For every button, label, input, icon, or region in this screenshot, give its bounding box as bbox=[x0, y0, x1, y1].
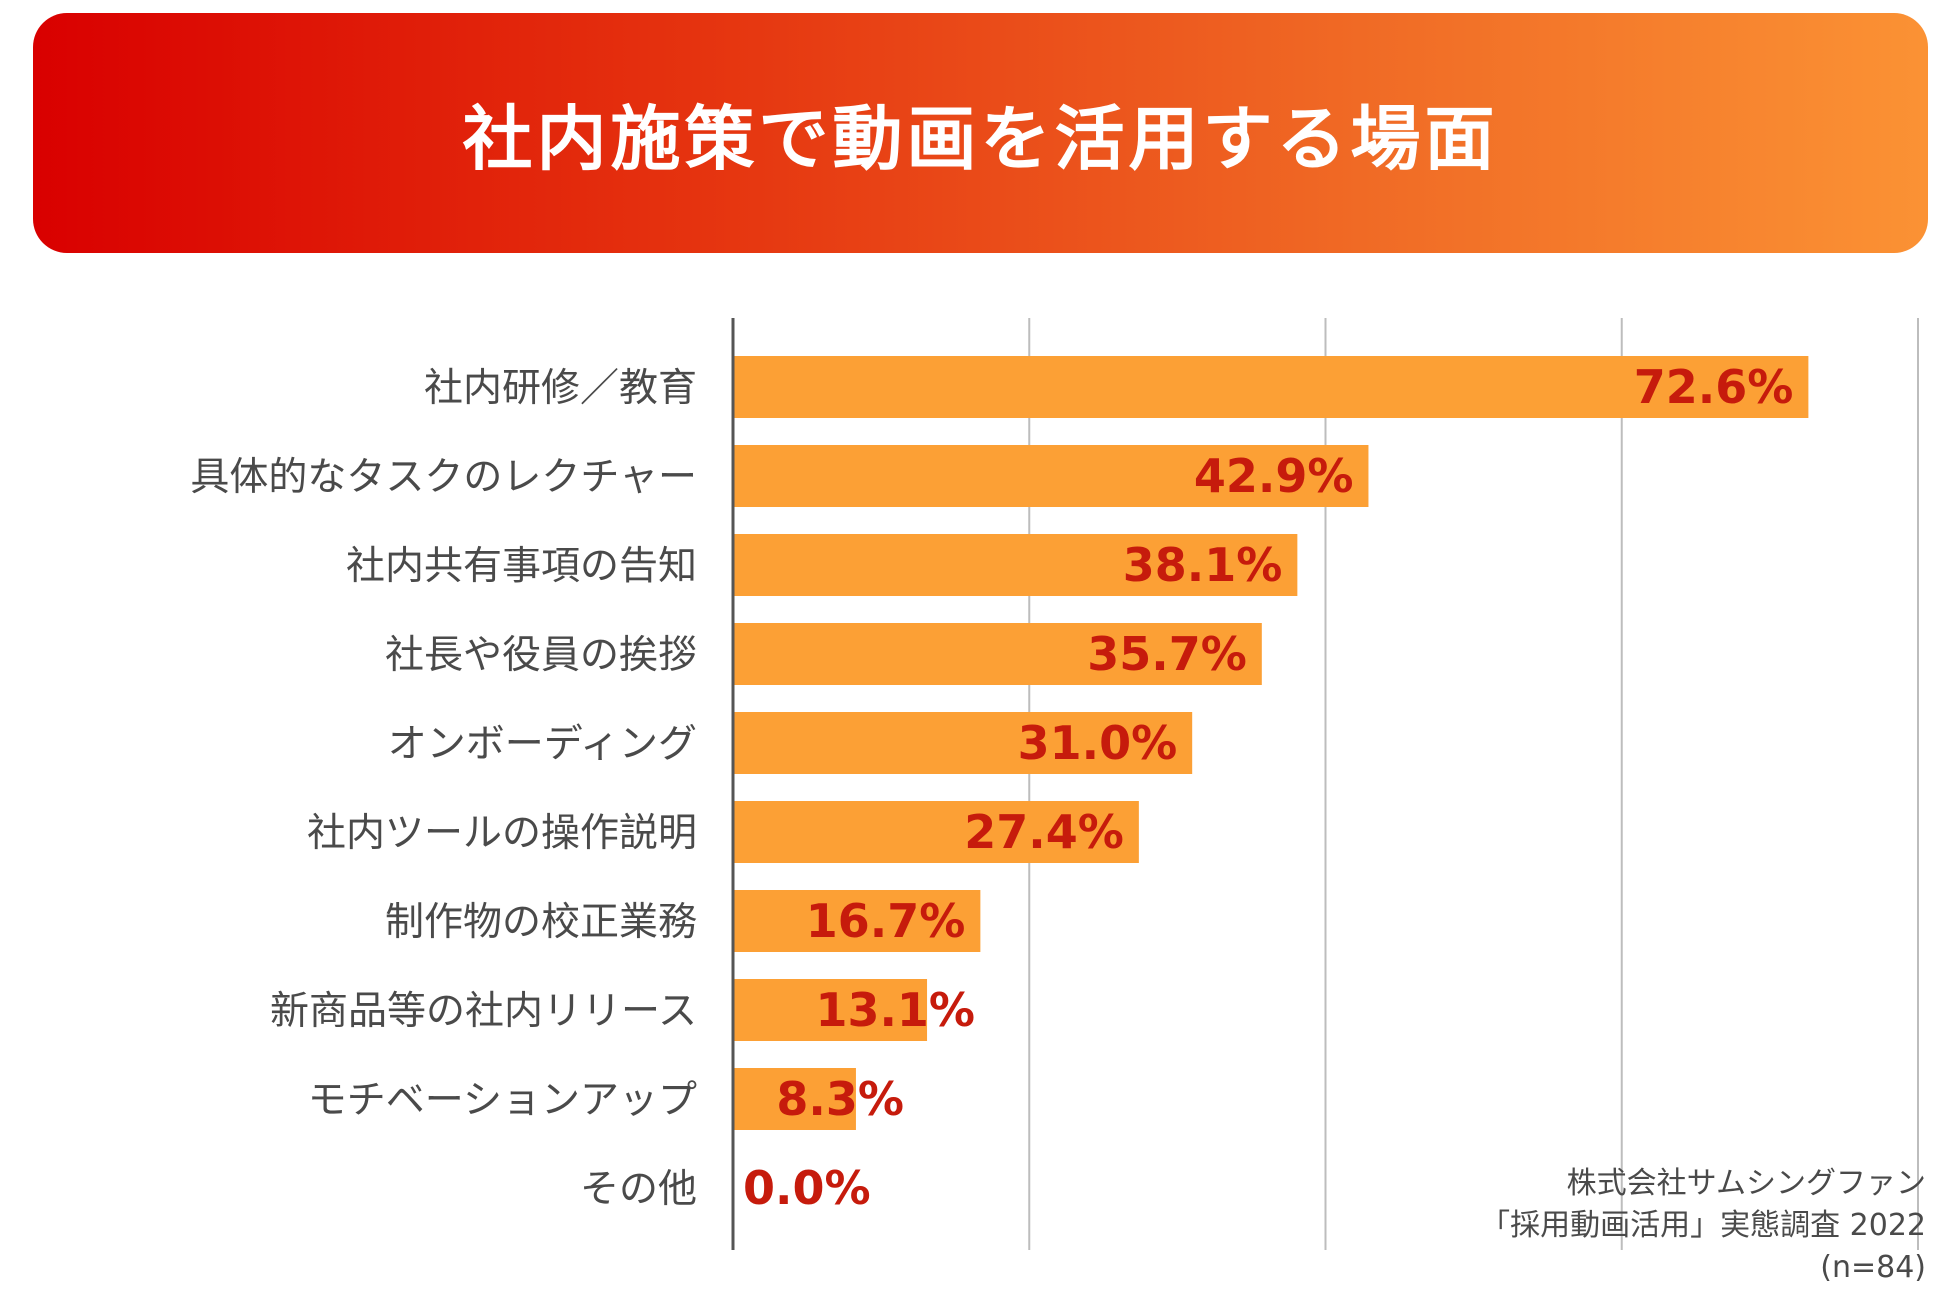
category-label-5: 社内ツールの操作説明 bbox=[307, 811, 697, 856]
bar-4 bbox=[733, 712, 1193, 774]
value-label-5: 27.4% bbox=[964, 805, 1124, 859]
bar-6 bbox=[733, 890, 981, 952]
category-label-7: 新商品等の社内リリース bbox=[270, 989, 697, 1034]
value-label-8: 8.3% bbox=[776, 1072, 904, 1126]
value-label-7: 13.1% bbox=[815, 983, 975, 1037]
value-label-4: 31.0% bbox=[1018, 716, 1178, 770]
value-label-1: 42.9% bbox=[1194, 449, 1354, 503]
value-label-9: 0.0% bbox=[743, 1161, 871, 1215]
source-note: 株式会社サムシングファン 「採用動画活用」実態調査 2022 (n=84) bbox=[1480, 1163, 1926, 1289]
chart-title: 社内施策で動画を活用する場面 bbox=[462, 97, 1499, 180]
bar-2 bbox=[733, 534, 1298, 596]
category-label-4: オンボーディング bbox=[388, 722, 697, 767]
category-label-1: 具体的なタスクのレクチャー bbox=[190, 455, 697, 500]
bar-8 bbox=[733, 1068, 856, 1130]
category-label-3: 社長や役員の挨拶 bbox=[385, 633, 697, 678]
category-label-2: 社内共有事項の告知 bbox=[346, 544, 697, 589]
bar-3 bbox=[733, 623, 1262, 685]
bar-5 bbox=[733, 801, 1139, 863]
value-label-6: 16.7% bbox=[806, 894, 966, 948]
category-label-0: 社内研修／教育 bbox=[424, 366, 697, 411]
source-sample-size: (n=84) bbox=[1820, 1250, 1926, 1285]
category-label-9: その他 bbox=[580, 1167, 697, 1212]
source-company: 株式会社サムシングファン bbox=[1566, 1166, 1926, 1201]
value-label-3: 35.7% bbox=[1087, 627, 1247, 681]
bar-7 bbox=[733, 979, 928, 1041]
source-survey: 「採用動画活用」実態調査 2022 bbox=[1480, 1208, 1926, 1243]
category-label-8: モチベーションアップ bbox=[308, 1078, 697, 1123]
bar-1 bbox=[733, 445, 1369, 507]
bar-0 bbox=[733, 356, 1809, 418]
value-label-2: 38.1% bbox=[1123, 538, 1283, 592]
title-banner: 社内施策で動画を活用する場面 bbox=[33, 13, 1928, 253]
value-label-0: 72.6% bbox=[1634, 360, 1794, 414]
category-label-6: 制作物の校正業務 bbox=[385, 900, 697, 945]
